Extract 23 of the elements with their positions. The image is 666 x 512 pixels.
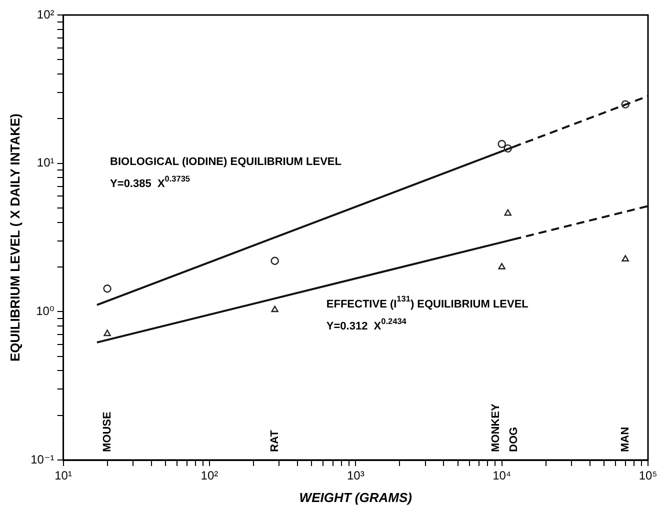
annotation: BIOLOGICAL (IODINE) EQUILIBRIUM LEVEL (110, 156, 342, 168)
point (622, 255, 629, 262)
x-axis-title: WEIGHT (GRAMS) (299, 490, 412, 505)
y-axis-title: EQUILIBRIUM LEVEL ( X DAILY INTAKE) (7, 114, 22, 362)
x-tick-label: 10² (200, 468, 218, 483)
annotation: MOUSE (101, 412, 114, 452)
y-tick-label: 10² (36, 7, 54, 22)
y-tick-label: 10⁻¹ (30, 452, 54, 466)
y-tick-label: 10⁰ (36, 304, 54, 318)
point (621, 100, 630, 108)
x-tick-label: 10³ (346, 468, 364, 483)
point (270, 256, 279, 265)
x-tick-label: 10⁴ (492, 468, 512, 483)
x-tick-label: 10⁵ (638, 468, 658, 483)
y-tick-label: 10¹ (36, 156, 54, 170)
point (271, 306, 278, 312)
annotation: RAT (268, 430, 281, 452)
annotation: MAN (619, 426, 632, 452)
x-tick-label: 10¹ (54, 468, 72, 483)
point (504, 144, 512, 153)
point (504, 209, 512, 216)
annotation: DOG (508, 426, 520, 452)
annotation: MONKEY (490, 403, 502, 452)
